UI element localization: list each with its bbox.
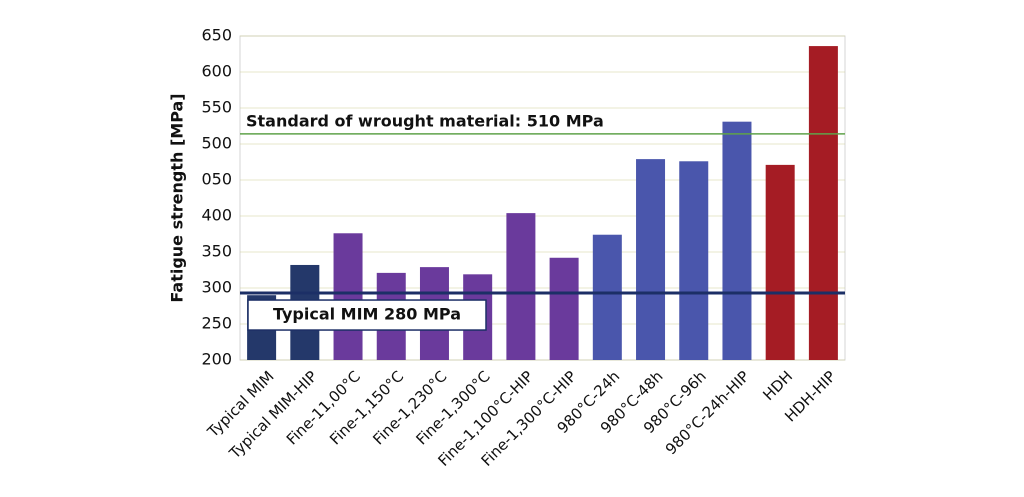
y-tick-label: 600 [201, 62, 232, 81]
bar [679, 161, 709, 360]
y-tick-label: 500 [201, 134, 232, 153]
reference-label: Standard of wrought material: 510 MPa [246, 111, 604, 130]
y-tick-label: 650 [201, 26, 232, 45]
y-tick-label: 200 [201, 350, 232, 369]
bar [549, 257, 579, 360]
bar [592, 234, 622, 360]
reference-label-box [247, 299, 487, 331]
bar [506, 213, 536, 360]
bar [808, 46, 838, 361]
y-tick-label: 550 [201, 98, 232, 117]
bar [333, 233, 363, 360]
y-tick-label: 350 [201, 242, 232, 261]
y-tick-label: 250 [201, 314, 232, 333]
y-tick-label: 400 [201, 206, 232, 225]
reference-label: Typical MIM 280 MPa [273, 305, 461, 324]
x-tick-label: HDH [759, 367, 796, 404]
y-axis-label: Fatigue strength [MPa] [168, 93, 187, 302]
y-tick-label: 300 [201, 278, 232, 297]
bar [722, 121, 752, 361]
bar [765, 164, 795, 360]
bar [636, 159, 666, 360]
y-tick-label: 050 [201, 170, 232, 189]
